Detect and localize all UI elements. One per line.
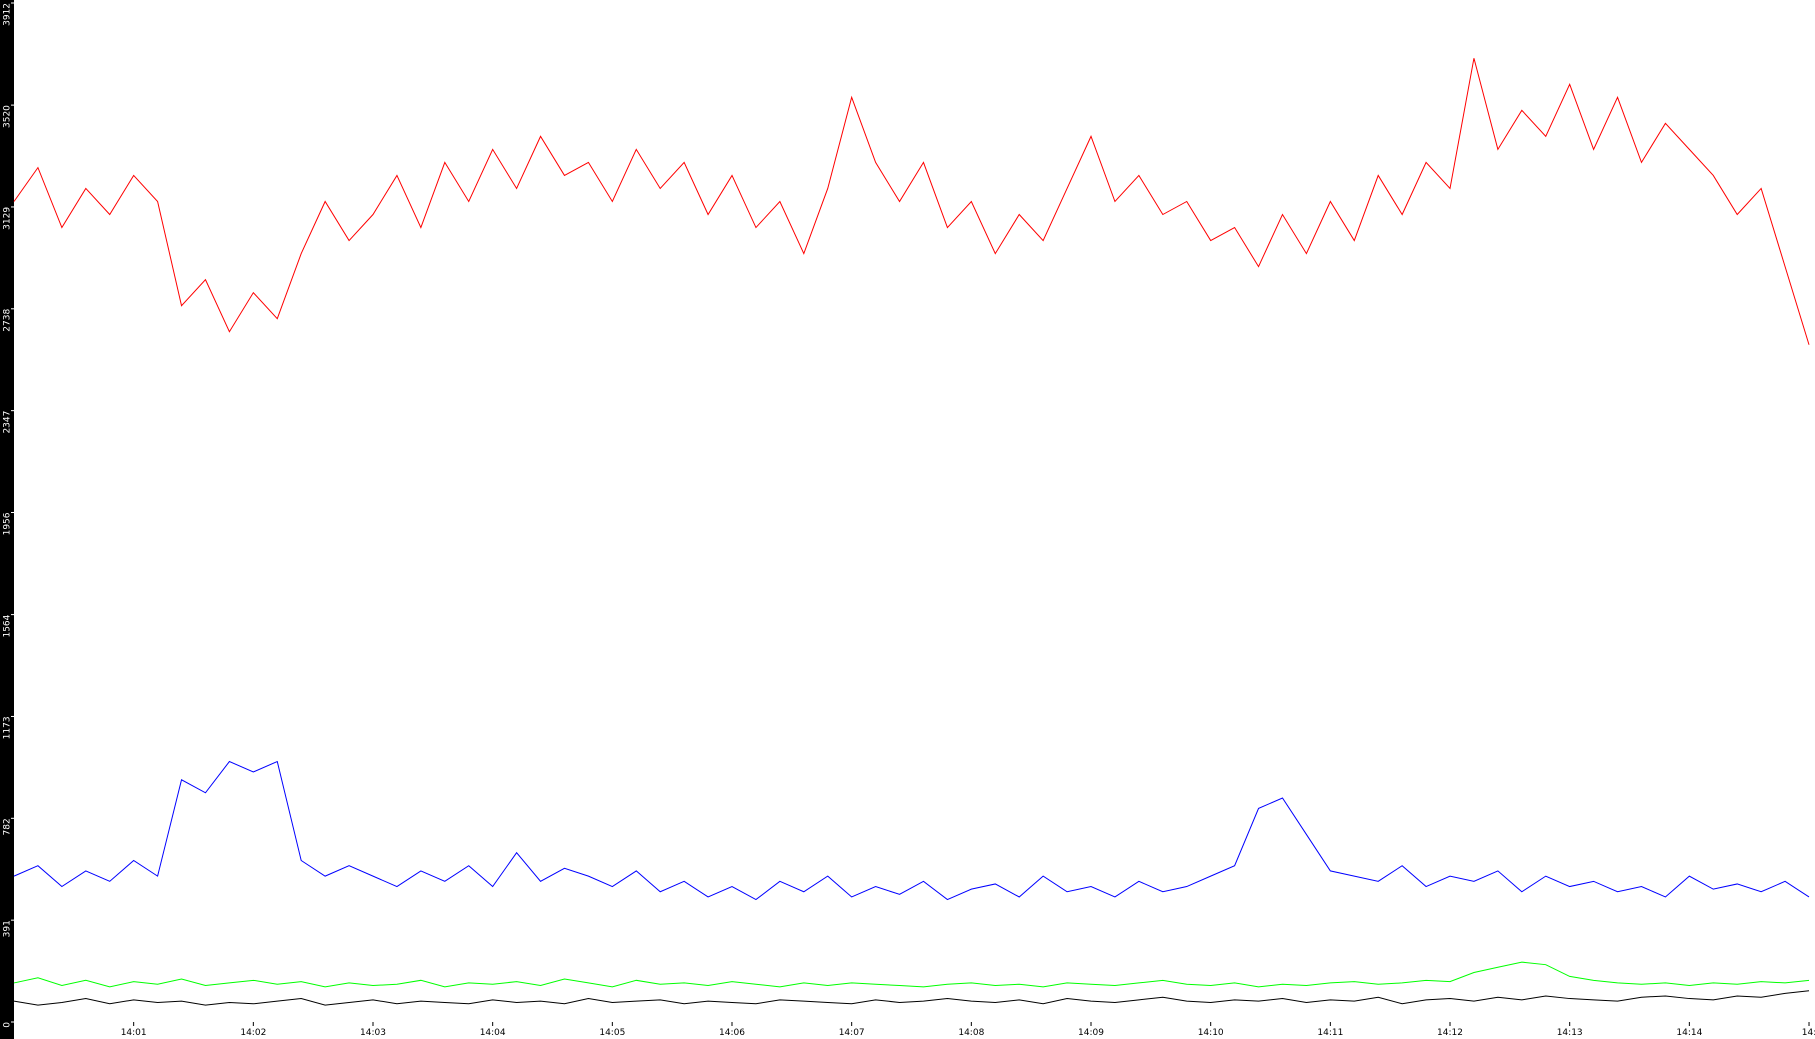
x-tick-label: 14:06	[719, 1028, 745, 1038]
x-tick-label: 14:07	[839, 1028, 865, 1038]
x-tick-label: 14:13	[1557, 1028, 1583, 1038]
y-tick-label: 3129	[3, 207, 13, 230]
x-tick-label: 14:03	[360, 1028, 386, 1038]
x-tick-label: 14:14	[1676, 1028, 1702, 1038]
x-tick-label: 14:02	[240, 1028, 266, 1038]
series-line	[13, 990, 1810, 1006]
x-tick-label: 14:	[1802, 1028, 1815, 1038]
x-tick-label: 14:04	[480, 1028, 506, 1038]
y-tick-label: 1956	[3, 512, 13, 535]
y-tick-label: 2738	[3, 309, 13, 332]
x-tick-label: 14:08	[958, 1028, 984, 1038]
x-tick-label: 14:01	[121, 1028, 147, 1038]
y-tick-label: 782	[3, 818, 13, 835]
y-tick-label: 1173	[3, 716, 13, 739]
y-tick-label: 3912	[3, 3, 13, 26]
x-tick-label: 14:05	[599, 1028, 625, 1038]
x-tick-label: 14:11	[1317, 1028, 1343, 1038]
y-axis-strip	[0, 0, 14, 1039]
y-tick-label: 0	[3, 1022, 13, 1028]
series-line	[13, 961, 1810, 988]
y-tick-label: 1564	[3, 614, 13, 637]
series-line	[13, 58, 1810, 345]
y-tick-label: 3520	[3, 105, 13, 128]
x-tick-label: 14:09	[1078, 1028, 1104, 1038]
series-line	[13, 760, 1810, 901]
y-tick-label: 391	[3, 920, 13, 937]
x-tick-label: 14:12	[1437, 1028, 1463, 1038]
x-tick-label: 14:10	[1198, 1028, 1224, 1038]
y-tick-label: 2347	[3, 411, 13, 434]
